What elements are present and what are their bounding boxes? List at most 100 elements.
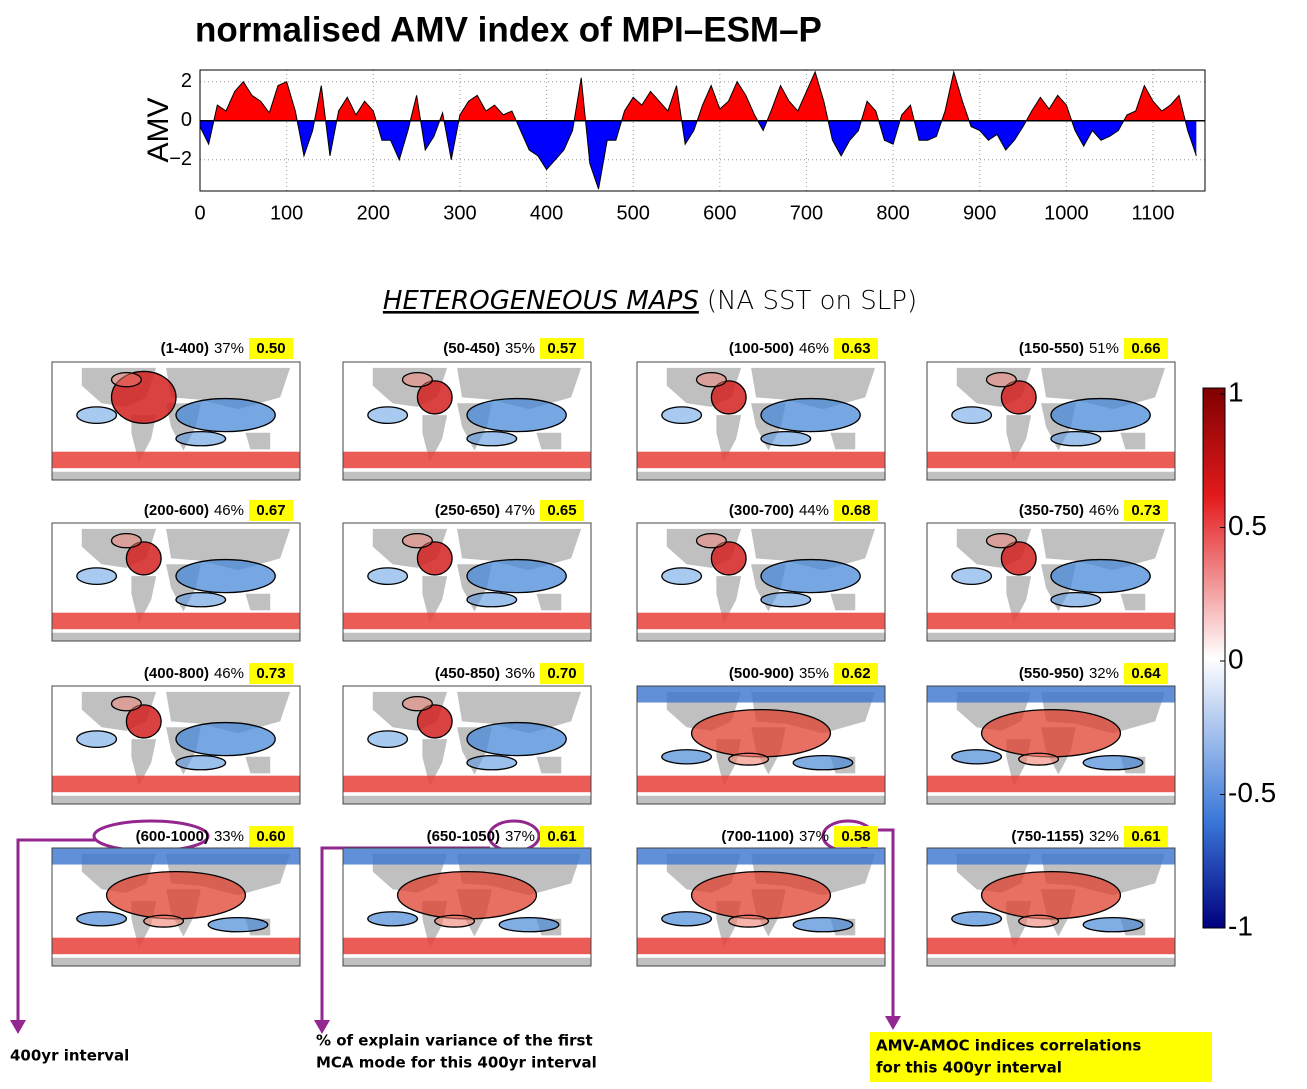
anomaly xyxy=(125,541,162,576)
variance: 47% xyxy=(505,502,535,519)
map-frame xyxy=(51,522,301,642)
correlation-highlight xyxy=(249,338,293,359)
antarctica xyxy=(637,471,885,480)
anomaly xyxy=(207,916,269,933)
land xyxy=(166,528,291,571)
map-frame xyxy=(926,847,1176,967)
antarctica xyxy=(343,957,591,966)
panel-label: (500-900) 35% xyxy=(729,665,829,682)
map-frame xyxy=(51,685,301,805)
x-tick-label: 0 xyxy=(194,202,205,224)
north-band xyxy=(927,686,1175,703)
annotation-highlight xyxy=(870,1032,1212,1082)
correlation: 0.73 xyxy=(1131,502,1160,519)
y-axis-label: AMV xyxy=(142,97,175,162)
anomaly xyxy=(710,541,747,576)
land xyxy=(1041,528,1166,571)
interval: (650-1050) xyxy=(427,828,500,845)
anomaly xyxy=(951,749,1003,765)
land xyxy=(457,528,582,571)
antarctica xyxy=(927,957,1175,966)
anomaly xyxy=(110,371,142,388)
antarctica xyxy=(637,957,885,966)
antarctica xyxy=(52,632,300,641)
south-band xyxy=(343,612,591,630)
map-panel xyxy=(342,847,592,967)
map-frame xyxy=(342,361,592,481)
interval: (550-950) xyxy=(1019,665,1084,682)
anomaly xyxy=(1018,914,1060,928)
anomaly xyxy=(760,591,812,608)
panel-label: (150-550) 51% xyxy=(1019,340,1119,357)
antarctica xyxy=(52,795,300,804)
south-band xyxy=(637,451,885,469)
annotation-variance: % of explain variance of the first xyxy=(316,1032,593,1050)
panel-label: (650-1050) 37% xyxy=(427,828,535,845)
x-tick-label: 900 xyxy=(963,202,996,224)
y-tick-label: 2 xyxy=(181,70,192,92)
antarctica xyxy=(343,471,591,480)
panel-label: (300-700) 44% xyxy=(729,502,829,519)
map-frame xyxy=(926,685,1176,805)
land xyxy=(1041,367,1166,410)
panel-label: (350-750) 46% xyxy=(1019,502,1119,519)
area-negative xyxy=(200,120,1197,190)
north-band xyxy=(927,848,1175,865)
map-panel xyxy=(636,847,886,967)
map-frame xyxy=(51,847,301,967)
south-band xyxy=(52,612,300,630)
correlation-highlight xyxy=(540,338,584,359)
anomaly xyxy=(175,754,227,771)
map-panel xyxy=(636,685,886,805)
map-panel xyxy=(926,847,1176,967)
anomaly xyxy=(690,708,832,758)
antarctica xyxy=(343,795,591,804)
correlation-highlight xyxy=(249,500,293,521)
correlation: 0.68 xyxy=(841,502,870,519)
x-tick-label: 1000 xyxy=(1044,202,1089,224)
panel-label: (600-1000) 33% xyxy=(136,828,244,845)
anomaly xyxy=(792,754,854,771)
land xyxy=(245,432,271,450)
map-frame xyxy=(342,847,592,967)
land xyxy=(131,576,157,624)
anomaly xyxy=(1050,397,1151,433)
y-tick-label: 0 xyxy=(181,109,192,131)
anomaly xyxy=(980,708,1122,758)
land xyxy=(716,415,742,463)
anomaly xyxy=(416,380,453,415)
anomaly xyxy=(401,371,433,388)
interval: (750-1155) xyxy=(1011,828,1084,845)
map-frame xyxy=(51,361,301,481)
interval: (350-750) xyxy=(1019,502,1084,519)
annotation-interval: 400yr interval xyxy=(10,1047,129,1065)
anomaly xyxy=(1082,754,1144,771)
map-frame xyxy=(636,847,886,967)
colorbar-label: 0.5 xyxy=(1228,510,1267,541)
anomaly xyxy=(951,567,993,586)
land xyxy=(1006,415,1032,463)
land xyxy=(166,367,291,410)
annotation-correlation: for this 400yr interval xyxy=(876,1059,1062,1077)
anomaly xyxy=(728,914,770,928)
land xyxy=(457,367,582,410)
anomaly xyxy=(710,380,747,415)
correlation: 0.73 xyxy=(256,665,285,682)
colorbar-label: -1 xyxy=(1228,910,1253,941)
anomaly xyxy=(661,406,703,425)
y-tick-label: −2 xyxy=(169,148,192,170)
anomaly xyxy=(1050,558,1151,594)
anomaly xyxy=(498,916,560,933)
map-panel xyxy=(636,522,886,642)
map-panel xyxy=(51,361,301,481)
interval: (100-500) xyxy=(729,340,794,357)
south-band xyxy=(927,775,1175,793)
anomaly xyxy=(416,541,453,576)
anomaly xyxy=(951,911,1003,927)
area-positive xyxy=(213,71,1186,121)
land xyxy=(245,593,271,611)
correlation: 0.61 xyxy=(1131,828,1160,845)
correlation-highlight xyxy=(834,826,878,847)
map-frame xyxy=(636,522,886,642)
